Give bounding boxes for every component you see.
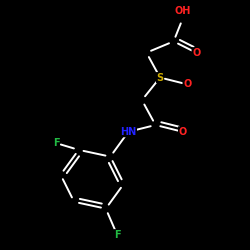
Text: O: O xyxy=(192,48,200,58)
Text: O: O xyxy=(178,127,187,137)
Text: S: S xyxy=(156,72,164,83)
Text: OH: OH xyxy=(174,6,191,16)
Text: HN: HN xyxy=(120,127,136,137)
Text: F: F xyxy=(53,138,60,148)
Text: F: F xyxy=(114,230,120,239)
Text: O: O xyxy=(183,79,191,89)
